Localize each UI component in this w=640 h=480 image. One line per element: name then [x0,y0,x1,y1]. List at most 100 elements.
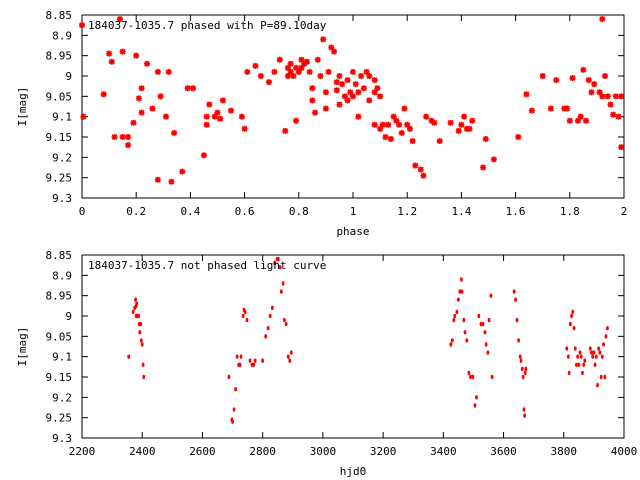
data-point [581,370,584,376]
data-point [116,16,123,23]
data-point [355,89,362,96]
data-point [420,172,427,179]
data-point [333,87,340,94]
data-point [241,313,245,319]
y-tick-label: 9.1 [52,111,72,124]
data-point [428,117,435,124]
data-point [409,138,416,145]
data-point [282,127,289,134]
data-point [456,297,460,302]
x-tick-label: 1.6 [506,205,526,218]
data-point [592,350,596,355]
data-point [553,77,560,84]
data-point [404,121,411,128]
data-point [245,317,249,323]
data-point [573,346,577,351]
data-point [604,93,611,100]
data-point [580,66,587,73]
data-point [575,362,578,367]
data-point [333,79,340,86]
chart-title: 184037-1035.7 not phased light curve [88,259,326,272]
data-point [355,113,362,120]
data-point [590,350,593,355]
y-tick-label: 9.3 [52,192,72,205]
data-point [140,342,144,347]
data-point [125,134,132,140]
data-point [339,81,346,88]
data-point [607,101,614,108]
data-point [227,374,231,380]
data-point [168,178,175,185]
data-point [371,89,378,96]
data-point [469,117,476,124]
data-point [282,317,286,323]
data-point [211,113,218,120]
data-point [588,89,595,96]
data-point [252,62,259,69]
x-tick-label: 0.4 [180,205,200,218]
data-point [141,362,145,367]
y-tick-label: 9.2 [52,151,72,164]
data-point [138,85,145,92]
data-point [379,121,386,128]
data-point [467,370,471,376]
data-point [514,297,517,302]
data-point [396,121,403,128]
data-point [480,164,487,171]
data-point [127,354,131,359]
data-point [583,358,587,363]
data-point [473,403,477,408]
x-tick-label: 1.4 [451,205,471,218]
data-point [487,317,491,323]
data-point [241,125,248,132]
data-point [460,277,463,282]
data-point [423,113,430,120]
data-point [309,85,316,92]
x-tick-label: 0.8 [289,205,309,218]
x-tick-label: 0 [79,205,86,218]
data-point [366,97,373,104]
plot-frame [81,254,625,439]
data-point [271,68,278,75]
data-point [455,127,462,134]
data-point [130,119,137,126]
data-point [574,117,581,124]
data-point [309,97,316,104]
x-tick-label: 2800 [249,445,276,458]
data-point [398,129,405,136]
data-point [462,317,466,323]
data-point [288,358,292,363]
data-point [471,374,475,380]
data-point [108,58,115,65]
x-axis-label: phase [336,225,369,238]
data-point [489,293,493,298]
y-tick-label: 8.9 [52,29,72,42]
data-point [566,117,573,124]
data-point [596,382,599,388]
data-point [352,81,359,88]
data-point [106,50,113,57]
y-tick-label: 8.9 [52,269,72,282]
data-point [139,338,143,343]
data-point [248,358,252,363]
data-point [358,73,365,79]
data-point [125,142,132,149]
data-point [458,289,462,294]
data-point [618,144,625,151]
data-point [571,309,575,315]
data-point [276,56,283,63]
data-point [336,73,343,79]
data-point [615,113,622,120]
data-point [344,97,351,104]
data-point [517,338,521,343]
data-point [149,105,156,112]
y-tick-label: 9.05 [46,90,73,103]
y-tick-label: 8.85 [46,249,73,262]
data-point [371,121,378,128]
data-point [289,350,293,355]
data-point [270,305,274,311]
data-point [273,260,277,266]
data-point [286,354,290,359]
y-tick-label: 9.2 [52,391,72,404]
data-point [490,374,494,380]
